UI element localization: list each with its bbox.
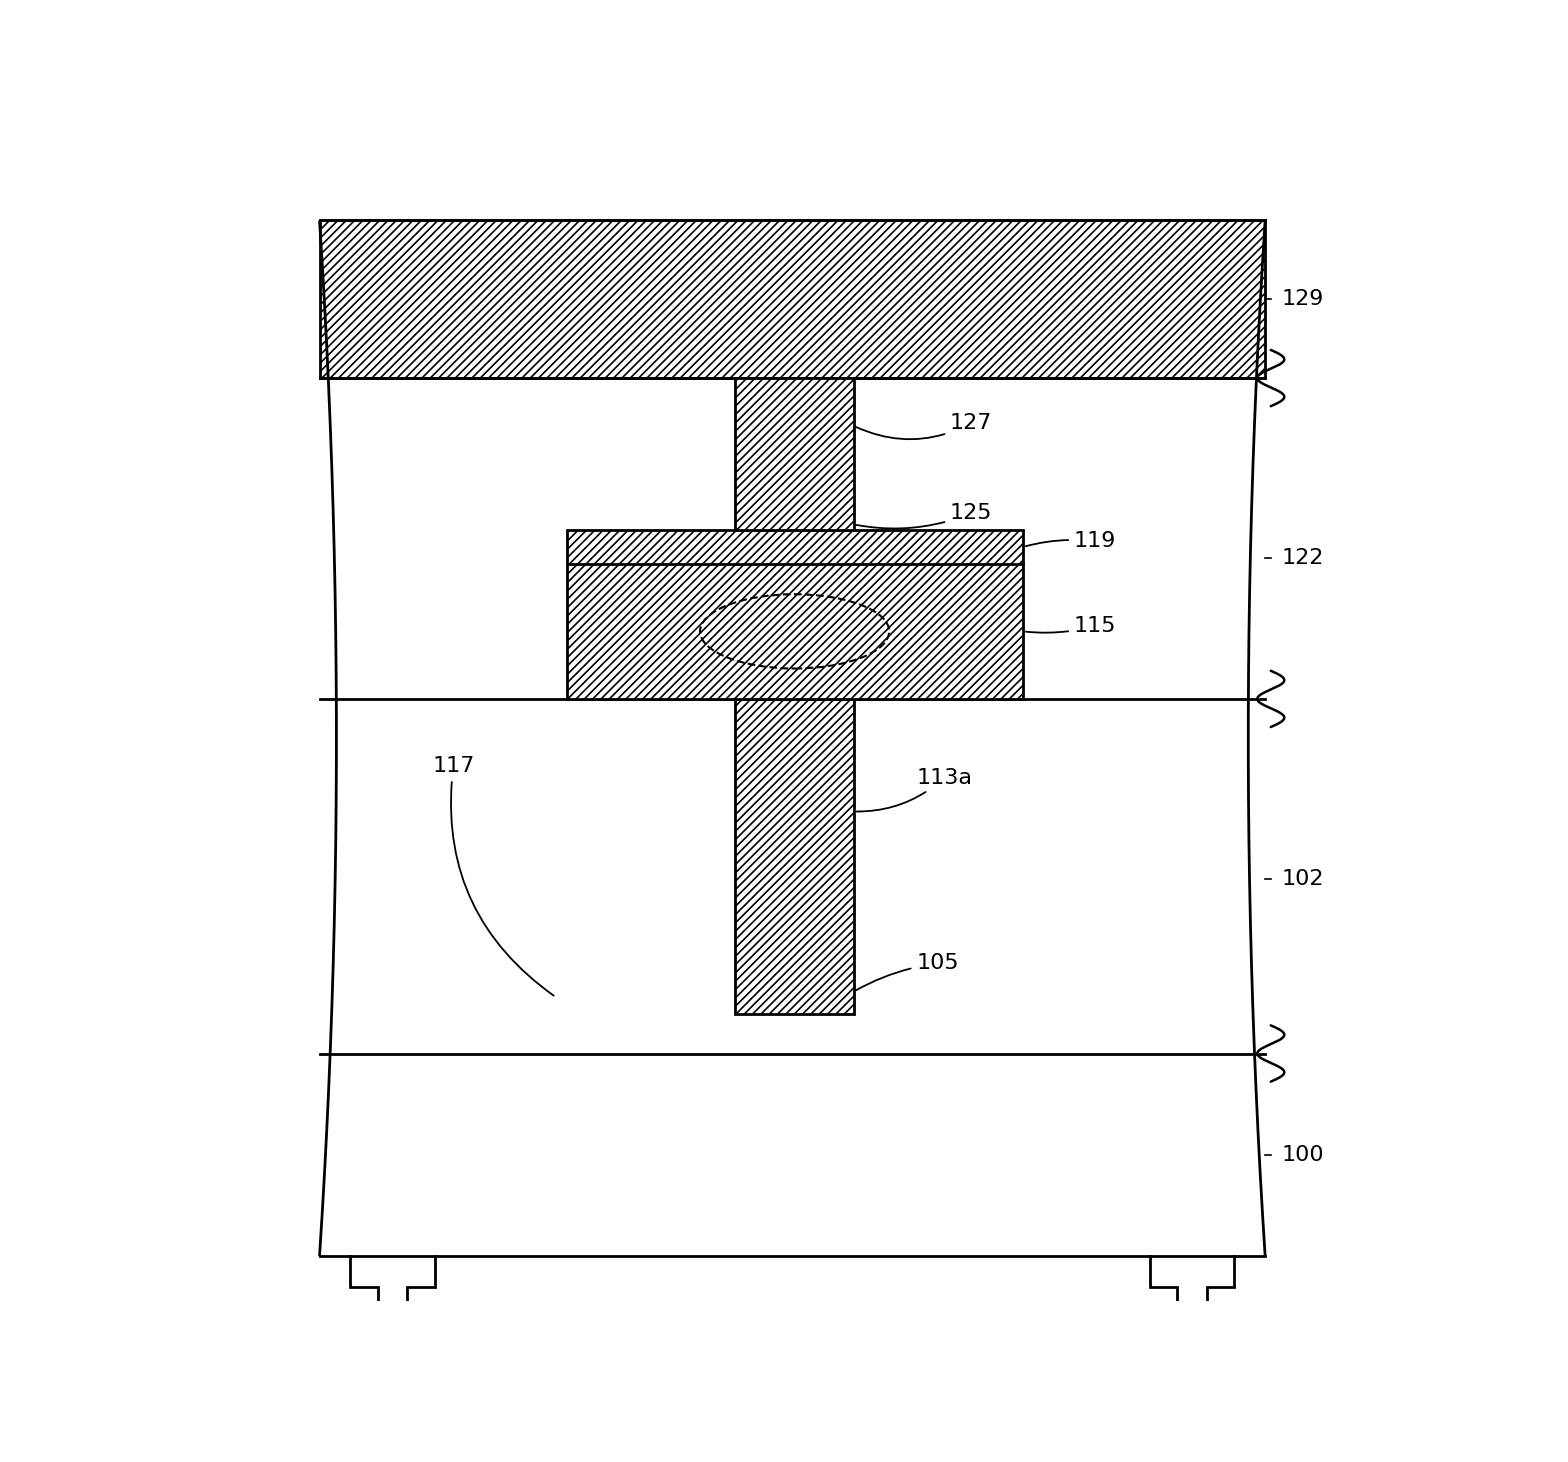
Text: 129: 129	[1283, 289, 1325, 310]
Text: 100: 100	[1283, 1145, 1325, 1165]
Text: 117: 117	[433, 756, 554, 996]
Bar	[568, 531, 1022, 699]
Text: 122: 122	[1283, 548, 1325, 569]
Text: 105: 105	[856, 953, 958, 990]
Bar	[320, 379, 1265, 699]
Text: 113a: 113a	[856, 768, 972, 811]
Bar	[320, 221, 1265, 379]
Bar	[735, 699, 853, 1015]
Text: 125: 125	[856, 503, 993, 528]
Text: 119: 119	[1025, 531, 1116, 551]
Bar	[320, 699, 1265, 1054]
Text: 127: 127	[856, 414, 993, 439]
Bar	[320, 1054, 1265, 1256]
Text: 115: 115	[1025, 616, 1116, 636]
Bar	[320, 221, 1265, 1256]
Text: 102: 102	[1283, 868, 1325, 889]
Bar	[735, 379, 853, 531]
